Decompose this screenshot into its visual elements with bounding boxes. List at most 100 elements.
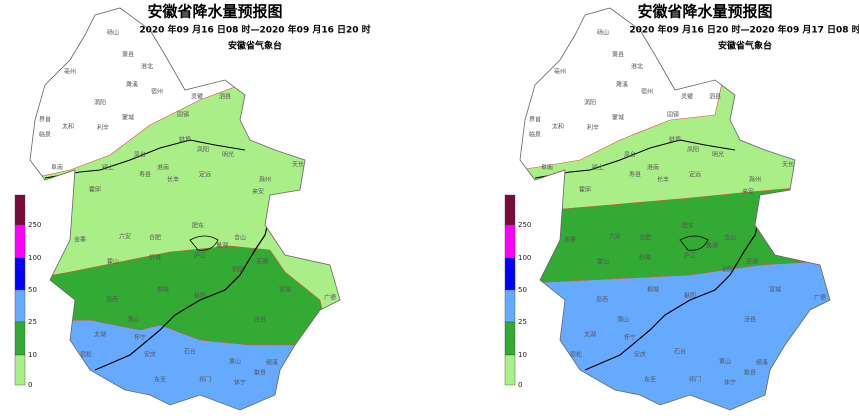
legend-swatch: [14, 289, 26, 323]
city-label: 萧县: [612, 51, 624, 59]
legend-label: 250: [518, 221, 531, 229]
legend-label: 50: [518, 286, 527, 294]
city-label: 灵璧: [191, 93, 203, 101]
city-label: 霍邱: [579, 186, 591, 194]
city-label: 利辛: [587, 124, 599, 132]
legend-swatch: [14, 194, 26, 226]
city-label: 合肥: [639, 234, 651, 242]
city-label: 霍邱: [89, 186, 101, 194]
city-label: 怀宁: [134, 334, 146, 342]
legend-swatch: [14, 224, 26, 259]
city-label: 合肥: [149, 234, 161, 242]
city-label: 太和: [552, 123, 564, 131]
legend-label: 100: [518, 254, 531, 262]
legend-swatch: [504, 289, 516, 323]
legend-label: 0: [28, 381, 32, 389]
city-label: 怀宁: [624, 334, 636, 342]
map-agency: 安徽省气象台: [228, 40, 282, 52]
city-label: 太湖: [94, 331, 106, 339]
legend-swatch: [14, 257, 26, 291]
city-label: 颍上: [102, 164, 114, 172]
rain-zone: [520, 261, 830, 410]
city-label: 萧县: [122, 51, 134, 59]
city-label: 固镇: [177, 111, 189, 119]
city-label: 太湖: [584, 331, 596, 339]
city-label: 祁门: [689, 376, 701, 384]
city-label: 蒙城: [612, 114, 624, 122]
map-subtitle: 2020 年09 月16 日20 时—2020 年09 月17 日08 时: [629, 24, 859, 36]
city-label: 宿州: [151, 88, 163, 96]
city-label: 桐城: [647, 286, 659, 294]
city-label: 黄山: [719, 358, 731, 366]
map-title: 安徽省降水量预报图: [147, 3, 282, 21]
legend-swatch: [504, 194, 516, 226]
city-label: 界首: [39, 116, 51, 124]
legend-swatch: [504, 257, 516, 291]
city-label: 歙县: [744, 369, 756, 377]
map-subtitle: 2020 年09 月16 日08 时—2020 年09 月16 日20 时: [139, 24, 370, 36]
city-label: 岳西: [596, 297, 608, 304]
city-label: 寿县: [629, 171, 641, 179]
city-label: 东至: [644, 376, 656, 384]
city-label: 泗县: [709, 93, 721, 101]
city-label: 淮南: [157, 164, 169, 172]
city-label: 蚌埠: [179, 136, 191, 144]
city-label: 明光: [222, 151, 234, 159]
city-label: 石台: [674, 348, 686, 356]
city-label: 濉溪: [126, 81, 138, 89]
city-label: 金寨: [564, 236, 576, 244]
legend-swatch: [504, 321, 516, 356]
legend-swatch: [504, 224, 516, 259]
city-label: 滁州: [749, 176, 761, 184]
city-label: 舒城: [149, 254, 161, 262]
city-label: 黄山: [229, 358, 241, 366]
city-label: 庐江: [684, 252, 696, 260]
city-label: 宣城: [279, 286, 291, 294]
city-label: 蚌埠: [669, 136, 681, 144]
city-label: 固镇: [667, 111, 679, 119]
city-label: 宿州: [641, 88, 653, 96]
city-label: 淮北: [631, 63, 643, 71]
province: [30, 8, 340, 410]
city-label: 天长: [292, 161, 304, 169]
city-label: 含山: [724, 234, 736, 242]
city-label: 肥东: [192, 222, 204, 230]
city-label: 枞阳: [194, 292, 206, 300]
city-label: 六安: [609, 233, 621, 241]
city-label: 长丰: [167, 176, 179, 184]
city-label: 石台: [184, 348, 196, 356]
city-label: 巢湖: [706, 242, 718, 250]
city-label: 枞阳: [684, 292, 696, 300]
city-label: 潜山: [617, 316, 629, 324]
city-label: 庐江: [194, 252, 206, 260]
map-agency: 安徽省气象台: [718, 40, 772, 52]
city-label: 宿松: [570, 351, 582, 359]
city-label: 寿县: [139, 171, 151, 179]
city-label: 绩溪: [266, 359, 278, 367]
legend-label: 25: [518, 318, 527, 326]
map-title: 安徽省降水量预报图: [637, 3, 772, 21]
city-label: 铜陵: [232, 266, 244, 274]
city-label: 滁州: [259, 176, 271, 184]
city-label: 临泉: [39, 131, 51, 139]
city-label: 休宁: [234, 379, 246, 387]
city-label: 芜湖: [746, 258, 758, 266]
city-label: 定远: [689, 171, 701, 179]
city-label: 天长: [782, 161, 794, 169]
province-outline: [29, 7, 341, 411]
city-label: 来安: [742, 188, 754, 196]
city-label: 宣城: [769, 286, 781, 294]
city-label: 六安: [119, 233, 131, 241]
city-label: 芜湖: [256, 258, 268, 266]
yangtze-river: [584, 214, 761, 371]
legend-swatch: [14, 321, 26, 356]
city-label: 凤阳: [687, 146, 699, 154]
city-label: 临泉: [529, 131, 541, 139]
city-label: 休宁: [724, 379, 736, 387]
city-label: 阜南: [541, 164, 553, 172]
legend-label: 50: [28, 286, 37, 294]
huai-river: [534, 139, 736, 179]
